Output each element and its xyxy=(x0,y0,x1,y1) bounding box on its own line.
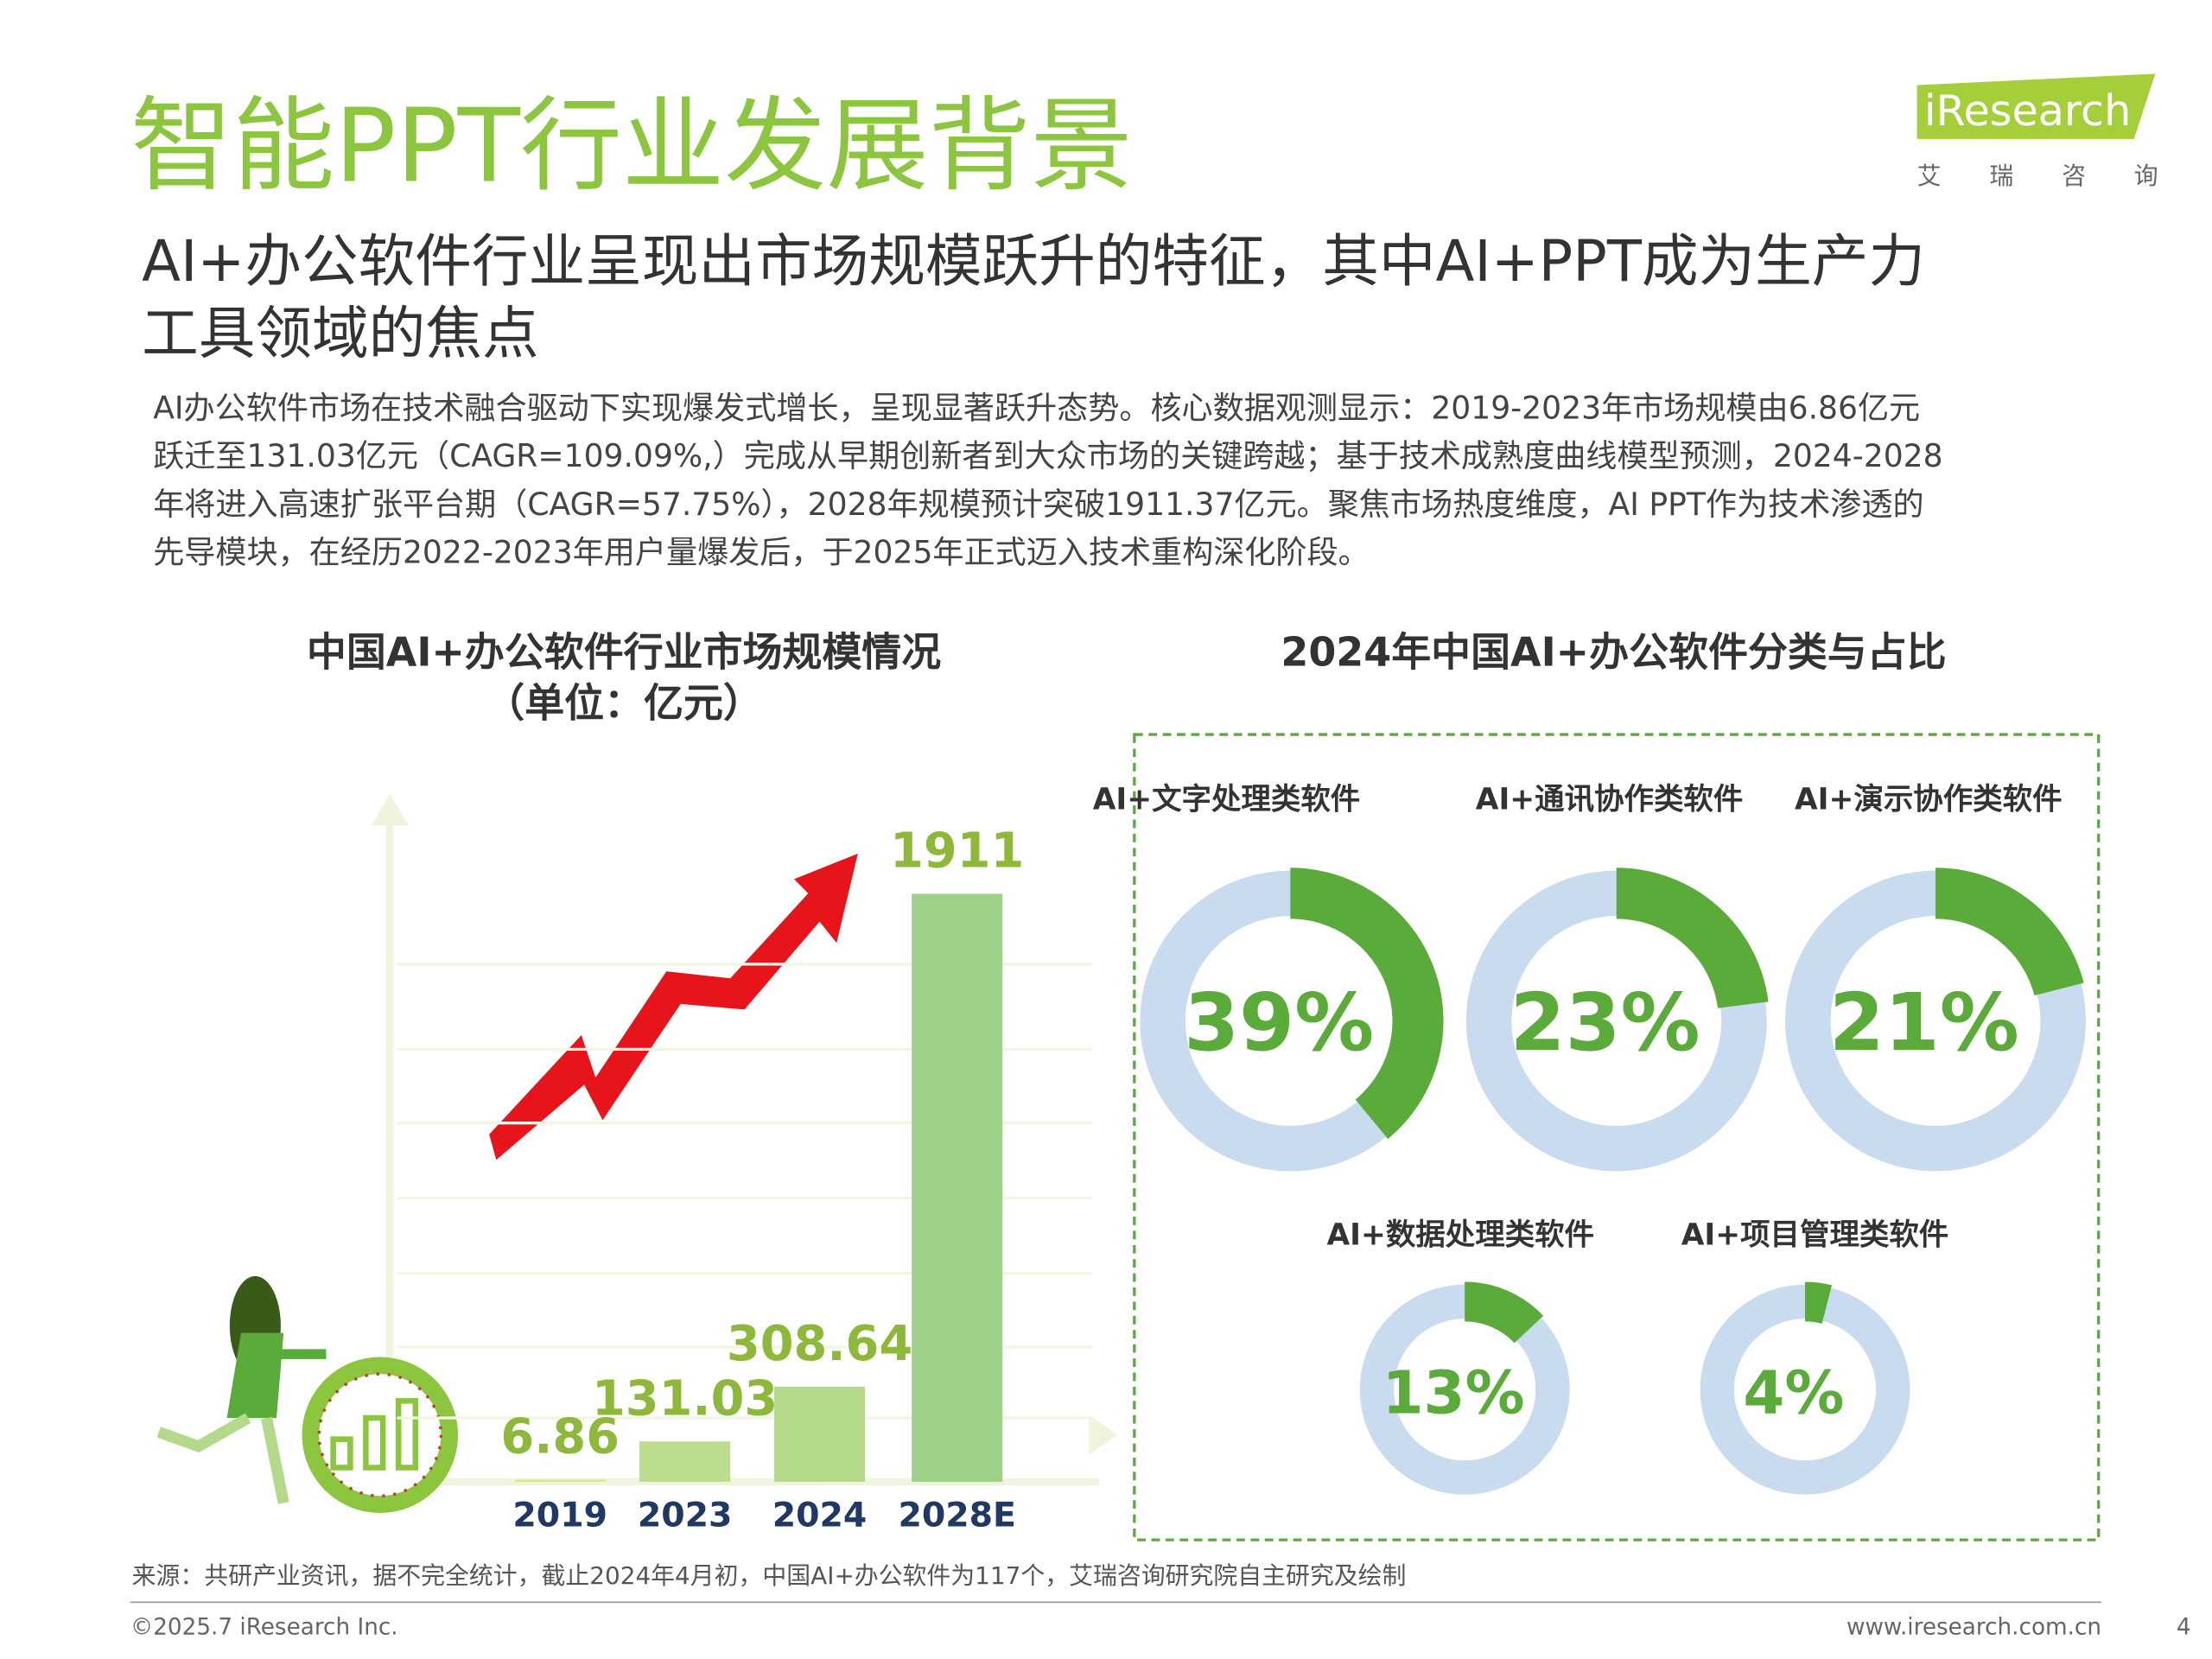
value-label: 23% xyxy=(1510,976,1700,1069)
value-label: 6.86 xyxy=(500,1409,620,1465)
page-number: 4 xyxy=(2177,1614,2191,1640)
bar xyxy=(774,1386,866,1482)
value-label: 131.03 xyxy=(592,1370,778,1427)
subtitle: 工具领域的焦点 xyxy=(142,302,538,367)
chart-title: 2024年中国AI+办公软件分类与占比 xyxy=(1281,629,1946,676)
donut-label: AI+演示协作类软件 xyxy=(1795,783,2063,817)
body-line: AI办公软件市场在技术融合驱动下实现爆发式增长，呈现显著跃升态势。核心数据观测显… xyxy=(153,389,1920,426)
donut-frame xyxy=(1133,733,2101,1541)
body-line: 跃迁至131.03亿元（CAGR=109.09%,）完成从早期创新者到大众市场的… xyxy=(153,437,1942,474)
donut-label: AI+文字处理类软件 xyxy=(1093,783,1361,817)
donut-segment xyxy=(1804,1281,1833,1325)
chart-title: （单位：亿元） xyxy=(485,680,763,727)
body-line: 先导模块，在经历2022-2023年用户量爆发后，于2025年正式迈入技术重构深… xyxy=(153,534,1370,571)
value-label: 308.64 xyxy=(727,1316,912,1372)
x-tick-label: 2024 xyxy=(772,1495,868,1535)
copyright: ©2025.7 iResearch Inc. xyxy=(130,1614,398,1640)
donut-label: AI+项目管理类软件 xyxy=(1681,1217,1949,1252)
logo-bg xyxy=(1916,73,2156,139)
logo-tagline: 艾 瑞 咨 询 xyxy=(1917,162,2158,190)
subtitle: AI+办公软件行业呈现出市场规模跃升的特征，其中AI+PPT成为生产力 xyxy=(142,229,1925,295)
value-label: 13% xyxy=(1382,1358,1525,1427)
value-label: 1911 xyxy=(890,823,1024,880)
donut-label: AI+通讯协作类软件 xyxy=(1476,783,1744,817)
x-tick-label: 2019 xyxy=(512,1495,607,1535)
donut-segment xyxy=(1935,868,2084,996)
logo-name: iResearch xyxy=(1924,86,2131,136)
x-tick-label: 2023 xyxy=(638,1495,733,1535)
url: www.iresearch.com.cn xyxy=(1847,1614,2101,1640)
axis-arrow xyxy=(371,793,409,826)
bar xyxy=(639,1441,731,1482)
bar xyxy=(912,893,1003,1482)
donut-segment xyxy=(1615,868,1769,1009)
donut-segment xyxy=(1289,868,1444,1140)
donut-label: AI+数据处理类软件 xyxy=(1326,1217,1594,1252)
value-label: 21% xyxy=(1829,976,2019,1069)
source: 来源：共研产业资讯，据不完全统计，截止2024年4月初，中国AI+办公软件为11… xyxy=(132,1561,1407,1590)
value-label: 4% xyxy=(1743,1358,1844,1427)
icon-bars xyxy=(330,1398,419,1471)
trend-arrow xyxy=(489,853,858,1160)
chart-title: 中国AI+办公软件行业市场规模情况 xyxy=(307,629,941,676)
bar xyxy=(514,1479,606,1482)
donut-segment xyxy=(1464,1281,1544,1344)
x-tick-label: 2028E xyxy=(898,1495,1016,1535)
body-line: 年将进入高速扩张平台期（CAGR=57.75%），2028年规模预计突破1911… xyxy=(153,486,1923,523)
title: 智能PPT行业发展背景 xyxy=(130,86,1133,205)
person-illustration xyxy=(156,1275,327,1504)
value-label: 39% xyxy=(1184,976,1374,1069)
axis-arrow xyxy=(1089,1414,1118,1455)
